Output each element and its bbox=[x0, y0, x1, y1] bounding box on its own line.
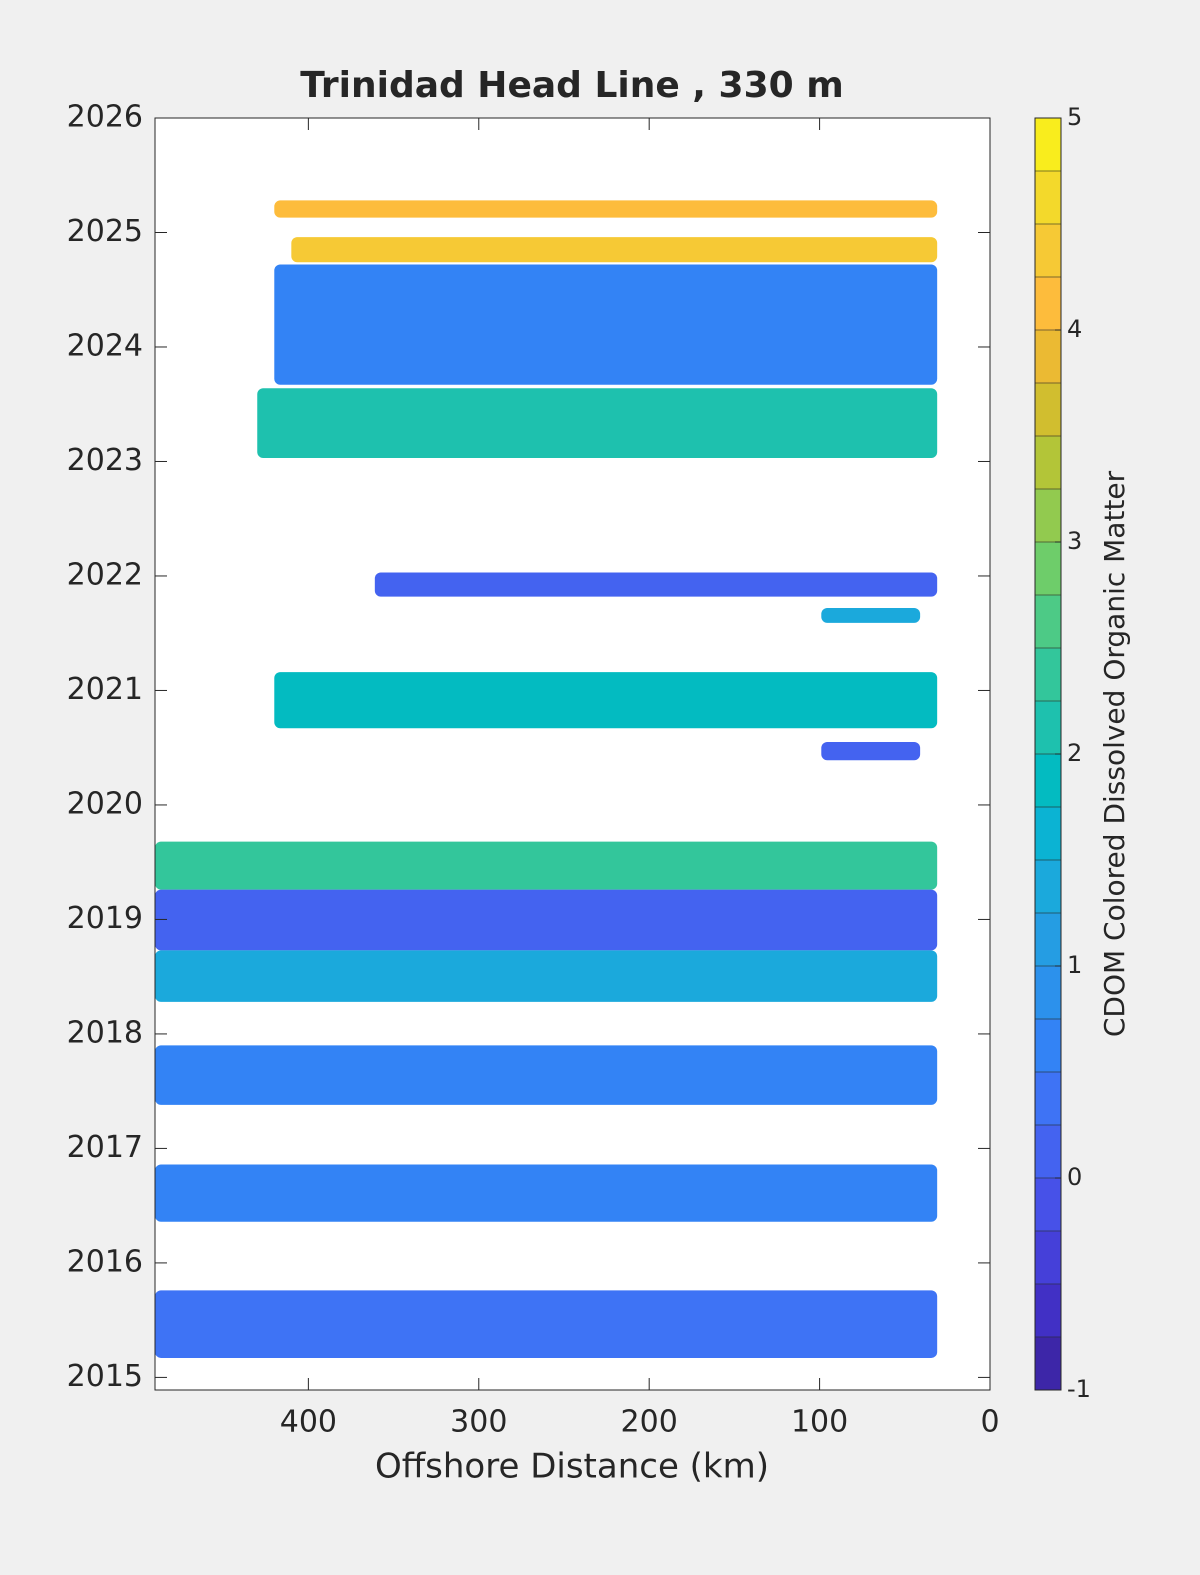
y-tick-label: 2024 bbox=[67, 328, 143, 363]
colorbar-segment bbox=[1035, 224, 1061, 278]
y-tick-label: 2016 bbox=[67, 1244, 143, 1279]
y-tick-label: 2017 bbox=[67, 1130, 143, 1165]
x-tick-label: 300 bbox=[450, 1405, 507, 1440]
colorbar-segment bbox=[1035, 913, 1061, 967]
contour-region bbox=[155, 1290, 938, 1358]
colorbar-segment bbox=[1035, 436, 1061, 490]
contour-region bbox=[155, 889, 938, 951]
colorbar-label: CDOM Colored Dissolved Organic Matter bbox=[1098, 470, 1131, 1037]
colorbar-segment bbox=[1035, 648, 1061, 702]
contour-region bbox=[155, 1164, 938, 1222]
colorbar-segment bbox=[1035, 277, 1061, 331]
colorbar-segment bbox=[1035, 1337, 1061, 1391]
contour-region bbox=[821, 608, 921, 623]
colorbar-segment bbox=[1035, 118, 1061, 172]
contour-region bbox=[374, 572, 938, 597]
y-tick-label: 2025 bbox=[67, 214, 143, 249]
contour-region bbox=[155, 841, 938, 890]
colorbar-tick-label: 2 bbox=[1067, 739, 1082, 767]
x-tick-label: 0 bbox=[980, 1405, 999, 1440]
y-tick-label: 2021 bbox=[67, 672, 143, 707]
x-tick-label: 200 bbox=[621, 1405, 678, 1440]
contour-region bbox=[274, 672, 938, 729]
contour-region bbox=[291, 237, 938, 263]
colorbar-segment bbox=[1035, 1284, 1061, 1338]
contour-region bbox=[274, 264, 938, 385]
colorbar-segment bbox=[1035, 330, 1061, 384]
colorbar-segment bbox=[1035, 966, 1061, 1020]
colorbar-segment bbox=[1035, 383, 1061, 437]
contour-region bbox=[257, 388, 938, 459]
y-tick-label: 2022 bbox=[67, 557, 143, 592]
x-tick-label: 100 bbox=[791, 1405, 848, 1440]
colorbar-tick-label: -1 bbox=[1067, 1375, 1091, 1403]
colorbar-tick-label: 5 bbox=[1067, 103, 1082, 131]
colorbar-segment bbox=[1035, 542, 1061, 596]
colorbar-tick-label: 4 bbox=[1067, 315, 1082, 343]
colorbar-segment bbox=[1035, 1125, 1061, 1179]
contour-region bbox=[821, 741, 921, 761]
plot-frame bbox=[154, 117, 991, 1391]
x-tick-label: 400 bbox=[280, 1405, 337, 1440]
colorbar-segment bbox=[1035, 1231, 1061, 1285]
colorbar-segment bbox=[1035, 489, 1061, 543]
x-axis-label: Offshore Distance (km) bbox=[375, 1447, 769, 1487]
y-tick-label: 2018 bbox=[67, 1015, 143, 1050]
colorbar-segment bbox=[1035, 701, 1061, 755]
colorbar-tick-label: 3 bbox=[1067, 527, 1082, 555]
y-tick-label: 2023 bbox=[67, 443, 143, 478]
colorbar-segment bbox=[1035, 1019, 1061, 1073]
contour-region bbox=[155, 1045, 938, 1105]
y-tick-label: 2019 bbox=[67, 901, 143, 936]
contour-region bbox=[155, 950, 938, 1002]
colorbar-tick-label: 0 bbox=[1067, 1163, 1082, 1191]
colorbar-segment bbox=[1035, 860, 1061, 914]
y-tick-label: 2026 bbox=[67, 100, 143, 135]
colorbar-segment bbox=[1035, 754, 1061, 808]
colorbar-segment bbox=[1035, 595, 1061, 649]
contour-region bbox=[274, 200, 938, 218]
chart-title: Trinidad Head Line , 330 m bbox=[300, 65, 843, 106]
y-tick-label: 2020 bbox=[67, 786, 143, 821]
y-tick-label: 2015 bbox=[67, 1359, 143, 1394]
colorbar-segment bbox=[1035, 1178, 1061, 1232]
colorbar-tick-label: 1 bbox=[1067, 951, 1082, 979]
colorbar-segment bbox=[1035, 1072, 1061, 1126]
colorbar-segment bbox=[1035, 807, 1061, 861]
colorbar-segment bbox=[1035, 171, 1061, 225]
